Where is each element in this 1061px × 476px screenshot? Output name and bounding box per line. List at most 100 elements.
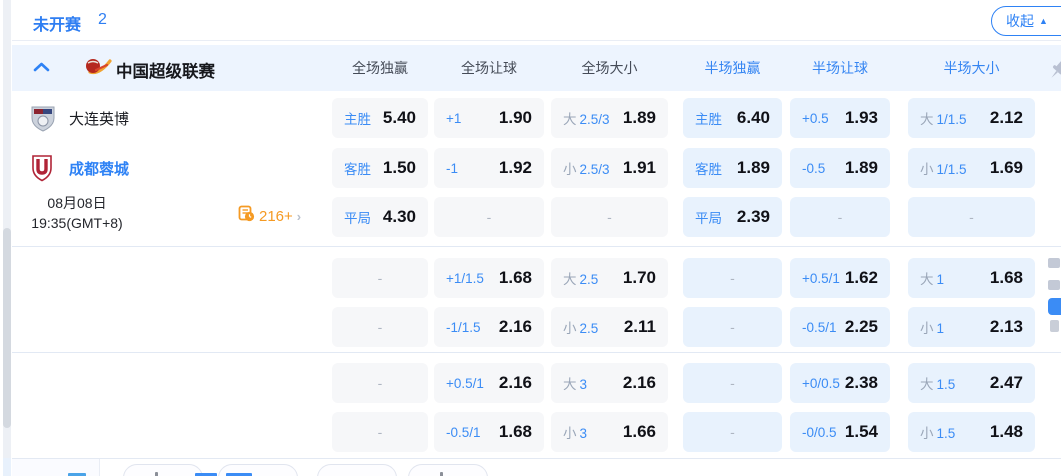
odds-label: -1	[446, 160, 459, 176]
odds-cell[interactable]: +0/0.5 2.38	[790, 363, 890, 403]
over-under-prefix: 大	[920, 112, 934, 127]
odds-cell[interactable]: +0.5 1.93	[790, 98, 890, 138]
odds-value: 1.68	[498, 268, 532, 287]
odds-cell[interactable]: +1 1.90	[434, 98, 544, 138]
toolbar-item-partial[interactable]	[1048, 258, 1060, 268]
odds-cell[interactable]: -0.5 1.89	[790, 148, 890, 188]
odds-value: 1.89	[844, 158, 878, 177]
column-header-4: 半场让球	[812, 60, 868, 76]
home-team-badge-icon	[30, 104, 56, 132]
filter-pill[interactable]	[123, 464, 203, 476]
scrollbar-thumb[interactable]	[3, 228, 11, 428]
no-odds-dash: -	[607, 209, 612, 225]
column-header-2: 全场大小	[581, 60, 638, 76]
over-under-prefix: 大	[563, 112, 577, 127]
away-team-row[interactable]: 成都蓉城	[12, 148, 332, 188]
odds-cell[interactable]: -1/1.5 2.16	[434, 307, 544, 347]
odds-cell[interactable]: 大 1.5 2.47	[908, 363, 1035, 403]
odds-cell[interactable]: 小 1/1.5 1.69	[908, 148, 1035, 188]
odds-cell[interactable]: 大 3 2.16	[551, 363, 668, 403]
odds-value: 2.16	[622, 373, 656, 392]
odds-label: +0.5	[802, 110, 829, 126]
odds-cell-empty: -	[332, 412, 428, 452]
filter-pill[interactable]	[408, 464, 488, 476]
no-odds-dash: -	[730, 319, 735, 335]
toolbar-item-partial[interactable]	[1048, 280, 1060, 290]
odds-cell-empty: -	[683, 258, 782, 298]
odds-value: 1.68	[498, 422, 532, 441]
match-time: 19:35(GMT+8)	[31, 215, 123, 231]
odds-cell[interactable]: 主胜 5.40	[332, 98, 428, 138]
odds-cell[interactable]: 平局 4.30	[332, 197, 428, 237]
odds-cell[interactable]: +0.5/1 1.62	[790, 258, 890, 298]
odds-cell[interactable]: 客胜 1.89	[683, 148, 782, 188]
over-under-prefix: 大	[920, 377, 934, 392]
no-odds-dash: -	[377, 424, 383, 440]
markets-count: 216+	[259, 207, 293, 225]
odds-value: 1.92	[498, 158, 532, 177]
odds-cell[interactable]: +0.5/1 2.16	[434, 363, 544, 403]
match-date: 08月08日	[47, 195, 107, 211]
pill-icon-partial	[155, 472, 158, 476]
collapse-button[interactable]: 收起 ▲	[991, 6, 1061, 36]
odds-cell[interactable]: 大 2.5/3 1.89	[551, 98, 668, 138]
chevron-right-icon: ›	[296, 208, 302, 224]
odds-label: 小 1.5	[920, 426, 956, 441]
odds-value: 1.70	[622, 268, 656, 287]
more-markets-link[interactable]: 216+ ›	[238, 205, 301, 227]
odds-label: 客胜	[695, 162, 722, 177]
odds-cell[interactable]: 大 2.5 1.70	[551, 258, 668, 298]
match-meta-row: 08月08日 19:35(GMT+8) 216+ ›	[12, 191, 332, 243]
odds-value: 2.13	[989, 317, 1023, 336]
odds-cell[interactable]: -0/0.5 1.54	[790, 412, 890, 452]
odds-cell[interactable]: 大 1/1.5 2.12	[908, 98, 1035, 138]
odds-cell[interactable]: 小 3 1.66	[551, 412, 668, 452]
home-team-name: 大连英博	[69, 110, 130, 128]
away-team-name: 成都蓉城	[69, 160, 130, 178]
odds-value: 1.89	[736, 158, 770, 177]
odds-cell[interactable]: 主胜 6.40	[683, 98, 782, 138]
toolbar-item-active[interactable]	[1048, 298, 1061, 315]
odds-cell[interactable]: -0.5/1 2.25	[790, 307, 890, 347]
next-section-side	[12, 459, 100, 476]
left-scrollbar[interactable]	[3, 0, 11, 458]
odds-cell-empty: -	[683, 363, 782, 403]
odds-cell[interactable]: 小 2.5 2.11	[551, 307, 668, 347]
home-team-row[interactable]: 大连英博	[12, 98, 332, 138]
odds-cell[interactable]: 客胜 1.50	[332, 148, 428, 188]
partial-icon	[68, 473, 86, 476]
odds-label: 大 2.5	[563, 272, 599, 287]
no-odds-dash: -	[377, 270, 383, 286]
odds-cell-empty: -	[790, 197, 890, 237]
odds-cell-empty: -	[683, 307, 782, 347]
no-odds-dash: -	[377, 319, 383, 335]
odds-cell[interactable]: 平局 2.39	[683, 197, 782, 237]
collapse-label: 收起	[1006, 13, 1034, 29]
pin-icon[interactable]	[1045, 57, 1061, 90]
odds-cell[interactable]: 小 1.5 1.48	[908, 412, 1035, 452]
odds-cell-empty: -	[434, 197, 544, 237]
odds-cell[interactable]: -1 1.92	[434, 148, 544, 188]
odds-cell[interactable]: +1/1.5 1.68	[434, 258, 544, 298]
no-odds-dash: -	[730, 270, 735, 286]
odds-cell[interactable]: 小 1 2.13	[908, 307, 1035, 347]
column-header-3: 半场独赢	[704, 60, 761, 76]
filter-pill[interactable]	[317, 464, 397, 476]
odds-label: +0.5/1	[446, 375, 484, 391]
match-card: 未开赛 2 收起 ▲ 中国超级联赛	[12, 0, 1061, 476]
odds-cell[interactable]: -0.5/1 1.68	[434, 412, 544, 452]
odds-label: +0/0.5	[802, 375, 840, 391]
odds-cell[interactable]: 大 1 1.68	[908, 258, 1035, 298]
odds-label: 小 1/1.5	[920, 162, 967, 177]
partial-text	[195, 473, 217, 476]
odds-value: 1.90	[498, 108, 532, 127]
markets-list-icon	[238, 205, 255, 227]
odds-cell[interactable]: 小 2.5/3 1.91	[551, 148, 668, 188]
toolbar-item-partial[interactable]	[1050, 320, 1059, 332]
odds-label: +1/1.5	[446, 270, 484, 286]
collapse-league-icon[interactable]	[33, 60, 50, 78]
